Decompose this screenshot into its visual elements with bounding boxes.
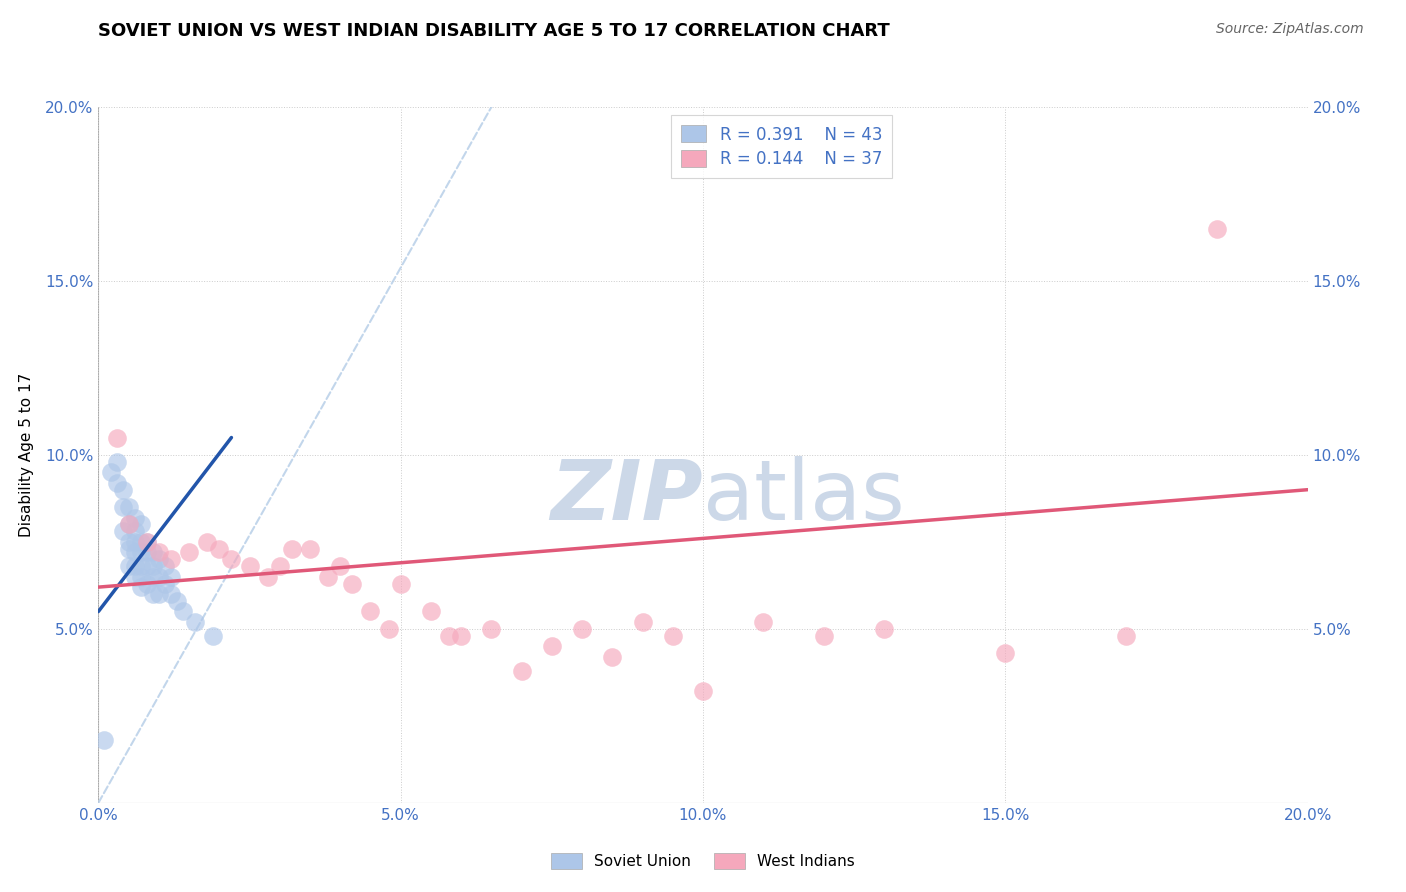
Point xyxy=(256,570,278,584)
Text: Source: ZipAtlas.com: Source: ZipAtlas.com xyxy=(1216,22,1364,37)
Point xyxy=(129,534,152,549)
Point xyxy=(142,559,165,574)
Point xyxy=(602,649,624,664)
Point xyxy=(124,545,146,559)
Point xyxy=(111,500,134,514)
Point xyxy=(148,570,170,584)
Point xyxy=(299,541,322,556)
Point xyxy=(135,576,157,591)
Point xyxy=(129,517,152,532)
Point xyxy=(195,534,218,549)
Point xyxy=(111,483,134,497)
Point xyxy=(148,545,170,559)
Point xyxy=(142,570,165,584)
Text: atlas: atlas xyxy=(703,456,904,537)
Point xyxy=(160,552,183,566)
Point xyxy=(692,684,714,698)
Point xyxy=(105,431,128,445)
Point xyxy=(994,646,1017,660)
Y-axis label: Disability Age 5 to 17: Disability Age 5 to 17 xyxy=(20,373,34,537)
Point xyxy=(450,629,472,643)
Point xyxy=(148,587,170,601)
Point xyxy=(129,545,152,559)
Point xyxy=(1115,629,1137,643)
Point xyxy=(540,639,562,653)
Point xyxy=(111,524,134,539)
Point xyxy=(93,733,115,747)
Text: ZIP: ZIP xyxy=(550,456,703,537)
Point xyxy=(153,559,176,574)
Point xyxy=(179,545,201,559)
Point xyxy=(135,534,157,549)
Point xyxy=(124,510,146,524)
Point xyxy=(662,629,685,643)
Point xyxy=(239,559,262,574)
Point xyxy=(269,559,291,574)
Point xyxy=(100,466,122,480)
Point xyxy=(510,664,533,678)
Point xyxy=(281,541,304,556)
Point xyxy=(118,534,141,549)
Point xyxy=(342,576,364,591)
Legend: Soviet Union, West Indians: Soviet Union, West Indians xyxy=(546,847,860,875)
Point xyxy=(124,524,146,539)
Point xyxy=(142,587,165,601)
Point xyxy=(873,622,896,636)
Point xyxy=(129,570,152,584)
Point xyxy=(153,576,176,591)
Point xyxy=(160,570,183,584)
Point xyxy=(129,559,152,574)
Point xyxy=(329,559,352,574)
Point xyxy=(377,622,399,636)
Point xyxy=(142,545,165,559)
Point xyxy=(135,559,157,574)
Point xyxy=(437,629,460,643)
Legend: R = 0.391    N = 43, R = 0.144    N = 37: R = 0.391 N = 43, R = 0.144 N = 37 xyxy=(671,115,891,178)
Point xyxy=(571,622,593,636)
Point xyxy=(202,629,225,643)
Point xyxy=(135,545,157,559)
Point xyxy=(105,455,128,469)
Point xyxy=(118,559,141,574)
Point xyxy=(316,570,339,584)
Point xyxy=(813,629,835,643)
Point xyxy=(148,552,170,566)
Point xyxy=(420,605,443,619)
Point xyxy=(221,552,243,566)
Point xyxy=(124,570,146,584)
Point xyxy=(389,576,412,591)
Point xyxy=(105,475,128,490)
Point xyxy=(481,622,503,636)
Point xyxy=(184,615,207,629)
Point xyxy=(118,500,141,514)
Point xyxy=(118,517,141,532)
Point xyxy=(631,615,654,629)
Point xyxy=(124,534,146,549)
Point xyxy=(118,517,141,532)
Point xyxy=(135,534,157,549)
Point xyxy=(360,605,382,619)
Point xyxy=(124,559,146,574)
Point xyxy=(752,615,775,629)
Point xyxy=(172,605,194,619)
Point xyxy=(166,594,188,608)
Point xyxy=(208,541,231,556)
Point xyxy=(1206,221,1229,235)
Point xyxy=(160,587,183,601)
Point xyxy=(118,541,141,556)
Point xyxy=(129,580,152,594)
Text: SOVIET UNION VS WEST INDIAN DISABILITY AGE 5 TO 17 CORRELATION CHART: SOVIET UNION VS WEST INDIAN DISABILITY A… xyxy=(98,22,890,40)
